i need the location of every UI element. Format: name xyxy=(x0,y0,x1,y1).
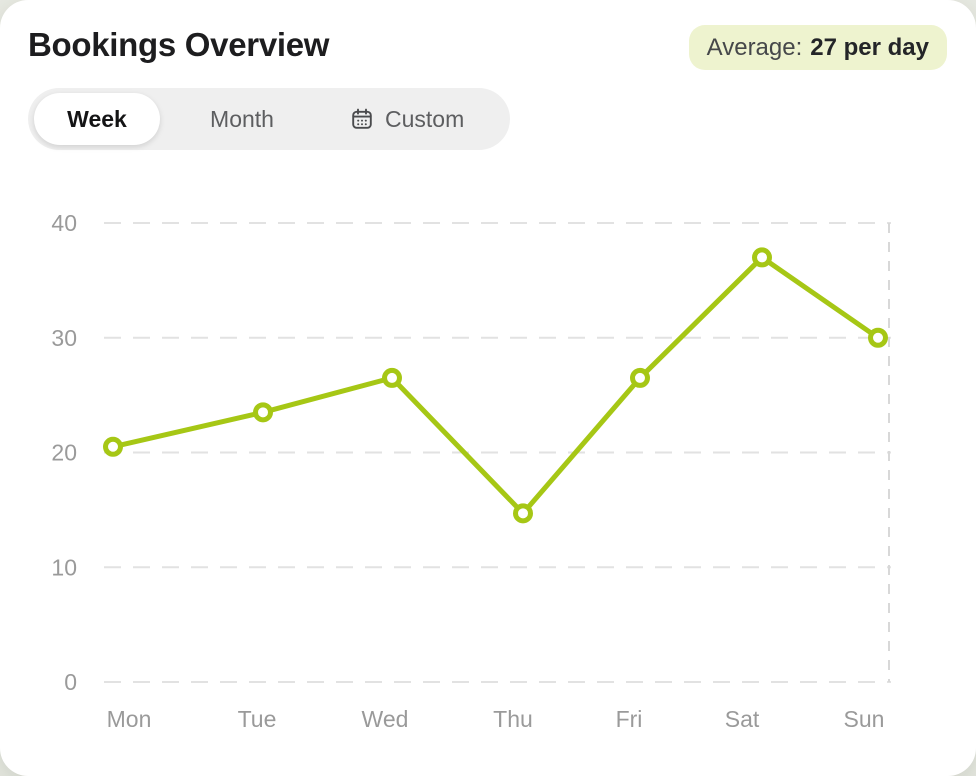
range-tabs: Week Month Custom xyxy=(28,88,510,150)
data-point-marker[interactable] xyxy=(752,247,772,268)
series-line xyxy=(110,254,881,516)
average-badge: Average: 27 per day xyxy=(688,25,947,70)
tab-custom-label: Custom xyxy=(385,105,465,132)
data-point-marker[interactable] xyxy=(868,327,888,348)
x-tick-label: Fri xyxy=(616,706,643,732)
x-tick-label: Mon xyxy=(107,706,152,732)
page-title: Bookings Overview xyxy=(28,26,330,63)
x-tick-label: Sun xyxy=(844,706,885,732)
y-tick-label: 20 xyxy=(51,440,77,466)
average-label: Average: xyxy=(706,33,803,61)
calendar-icon xyxy=(350,107,374,131)
x-tick-label: Tue xyxy=(238,706,277,732)
data-point-marker[interactable] xyxy=(103,436,123,457)
data-point-marker[interactable] xyxy=(382,367,402,388)
data-point-marker[interactable] xyxy=(630,367,650,388)
y-tick-label: 10 xyxy=(51,554,77,580)
x-tick-label: Wed xyxy=(362,706,409,732)
tab-custom[interactable]: Custom xyxy=(350,88,520,150)
data-point-marker[interactable] xyxy=(513,503,533,524)
data-point-marker[interactable] xyxy=(253,402,273,423)
tab-week[interactable]: Week xyxy=(34,93,160,145)
y-tick-label: 40 xyxy=(51,210,77,236)
y-tick-label: 30 xyxy=(51,325,77,351)
x-tick-label: Sat xyxy=(725,706,760,732)
x-tick-label: Thu xyxy=(493,706,533,732)
average-value: 27 per day xyxy=(810,33,929,61)
tab-month[interactable]: Month xyxy=(167,88,317,150)
y-tick-label: 0 xyxy=(64,669,77,695)
